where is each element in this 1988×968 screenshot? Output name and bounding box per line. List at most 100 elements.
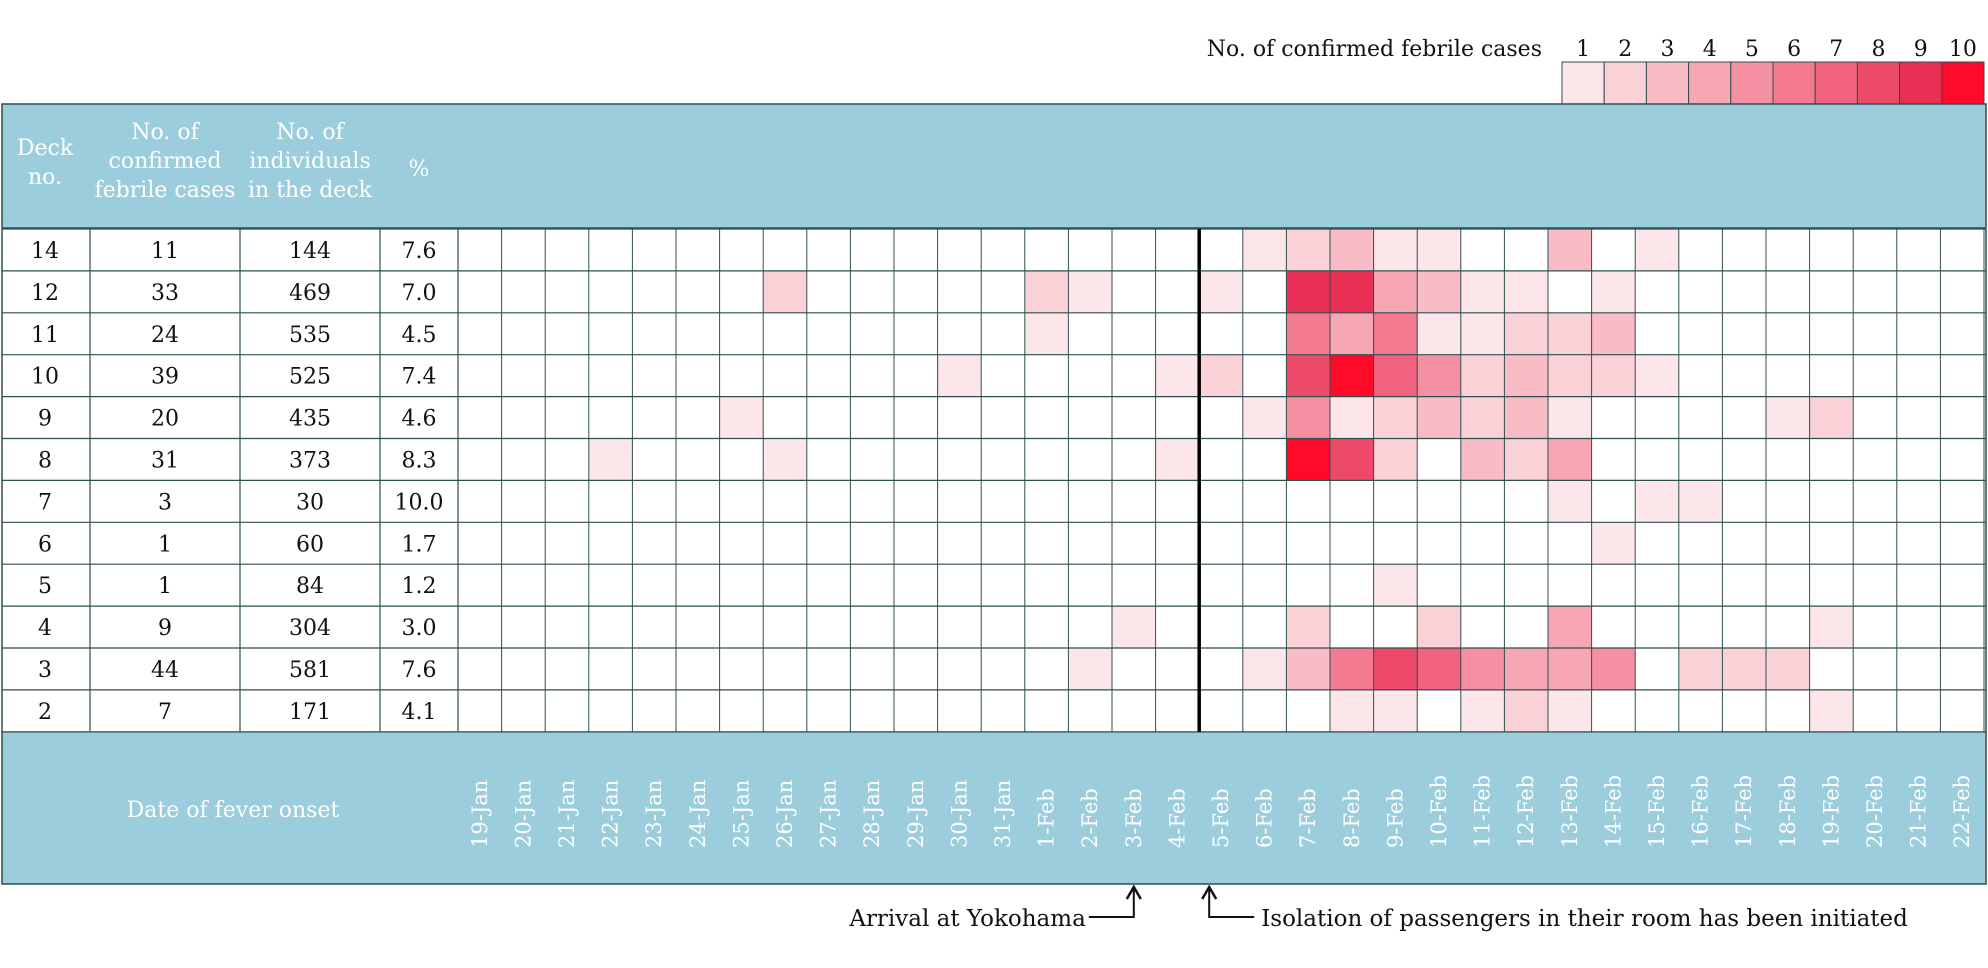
heat-cell-deck12-8-Feb — [1330, 270, 1374, 313]
row-cases-value: 9 — [158, 616, 172, 641]
date-tick-label: 31-Jan — [991, 780, 1015, 848]
date-tick-label: 13-Feb — [1558, 775, 1582, 848]
heat-cell-deck14-6-Feb — [1242, 229, 1287, 271]
heatmap-cells — [588, 229, 1854, 732]
legend-swatch — [1603, 61, 1647, 105]
heat-cell-deck3-12-Feb — [1504, 648, 1548, 690]
heat-cell-deck9-8-Feb — [1330, 396, 1374, 439]
row-deck-value: 11 — [31, 323, 59, 348]
heat-cell-deck3-7-Feb — [1286, 648, 1330, 690]
heat-cell-deck2-9-Feb — [1373, 689, 1418, 732]
heat-cell-deck10-30-Jan — [937, 354, 982, 397]
row-deck-value: 7 — [38, 490, 52, 515]
heat-cell-deck2-12-Feb — [1504, 689, 1548, 732]
legend-title: No. of confirmed febrile cases — [1207, 37, 1542, 62]
heat-cell-deck12-26-Jan — [763, 270, 807, 313]
row-cases-value: 1 — [158, 532, 172, 557]
heat-cell-deck3-6-Feb — [1242, 648, 1287, 690]
row-pct-value: 7.4 — [402, 365, 437, 390]
heat-cell-deck10-13-Feb — [1548, 354, 1592, 397]
row-individuals-value: 581 — [289, 658, 331, 683]
row-cases-value: 11 — [151, 239, 179, 264]
heat-cell-deck14-15-Feb — [1635, 229, 1679, 271]
date-tick-label: 15-Feb — [1645, 775, 1669, 848]
date-tick-label: 23-Jan — [642, 780, 666, 848]
heat-cell-deck4-13-Feb — [1548, 606, 1592, 648]
row-deck-value: 5 — [38, 574, 52, 599]
legend-swatch — [1814, 61, 1858, 105]
legend-level-label: 1 — [1576, 37, 1590, 62]
row-pct-value: 8.3 — [402, 448, 437, 473]
row-individuals-value: 304 — [289, 616, 331, 641]
heat-cell-deck8-4-Feb — [1155, 438, 1200, 481]
heat-cell-deck14-13-Feb — [1548, 229, 1592, 271]
heat-cell-deck2-8-Feb — [1330, 689, 1374, 732]
heat-cell-deck4-10-Feb — [1417, 606, 1461, 648]
heat-cell-deck9-10-Feb — [1417, 396, 1461, 439]
heat-cell-deck12-10-Feb — [1417, 270, 1461, 313]
heat-cell-deck11-7-Feb — [1286, 312, 1330, 355]
heat-cell-deck8-11-Feb — [1460, 438, 1505, 481]
heat-cell-deck11-1-Feb — [1024, 312, 1069, 355]
date-tick-label: 19-Feb — [1819, 775, 1843, 848]
date-tick-label: 3-Feb — [1122, 788, 1146, 848]
date-tick-label: 9-Feb — [1383, 788, 1407, 848]
header-cases-line: confirmed — [109, 149, 222, 174]
heat-cell-deck11-13-Feb — [1548, 312, 1592, 355]
row-individuals-value: 373 — [289, 448, 331, 473]
row-pct-value: 4.6 — [402, 407, 437, 432]
row-individuals-value: 469 — [289, 281, 331, 306]
date-tick-label: 21-Jan — [555, 780, 579, 848]
heat-cell-deck8-26-Jan — [763, 438, 807, 481]
legend-level-label: 8 — [1872, 37, 1886, 62]
heat-cell-deck14-10-Feb — [1417, 229, 1461, 271]
heat-cell-deck11-10-Feb — [1417, 312, 1461, 355]
date-tick-label: 16-Feb — [1689, 775, 1713, 848]
legend-level-label: 2 — [1618, 37, 1632, 62]
date-tick-label: 29-Jan — [904, 780, 928, 848]
legend-swatch — [1561, 61, 1605, 105]
legend-swatch — [1730, 61, 1774, 105]
row-deck-value: 3 — [38, 658, 52, 683]
date-tick-label: 22-Jan — [599, 780, 623, 848]
date-tick-label: 30-Jan — [947, 780, 971, 848]
heat-cell-deck6-14-Feb — [1591, 522, 1636, 565]
heat-cell-deck3-8-Feb — [1330, 648, 1374, 690]
row-pct-value: 1.7 — [402, 532, 437, 557]
heat-cell-deck8-12-Feb — [1504, 438, 1548, 481]
heat-cell-deck3-2-Feb — [1068, 648, 1112, 690]
heat-cell-deck10-12-Feb — [1504, 354, 1548, 397]
row-cases-value: 7 — [158, 700, 172, 725]
heat-cell-deck4-3-Feb — [1112, 606, 1156, 648]
heat-cell-deck8-7-Feb — [1286, 438, 1330, 481]
heat-cell-deck10-14-Feb — [1591, 354, 1636, 397]
footer-band-bg — [1, 731, 1987, 885]
row-pct-value: 1.2 — [402, 574, 437, 599]
legend-swatch — [1688, 61, 1732, 105]
row-cases-value: 20 — [151, 407, 179, 432]
date-tick-label: 22-Feb — [1950, 775, 1974, 848]
footer-band — [1, 731, 1987, 885]
header-individuals-line: No. of — [276, 120, 345, 145]
heat-cell-deck11-11-Feb — [1460, 312, 1505, 355]
row-cases-value: 1 — [158, 574, 172, 599]
heat-cell-deck4-19-Feb — [1809, 606, 1854, 648]
row-cases-value: 31 — [151, 448, 179, 473]
heat-cell-deck8-22-Jan — [588, 438, 633, 481]
date-tick-label: 26-Jan — [773, 780, 797, 848]
date-tick-label: 20-Jan — [511, 780, 535, 848]
heat-cell-deck12-2-Feb — [1068, 270, 1112, 313]
heat-cell-deck12-1-Feb — [1024, 270, 1069, 313]
legend-level-label: 4 — [1703, 37, 1717, 62]
heat-cell-deck3-14-Feb — [1591, 648, 1636, 690]
row-deck-value: 4 — [38, 616, 52, 641]
date-tick-label: 18-Feb — [1776, 775, 1800, 848]
heat-cell-deck7-15-Feb — [1635, 480, 1679, 523]
date-tick-label: 20-Feb — [1863, 775, 1887, 848]
heat-cell-deck10-10-Feb — [1417, 354, 1461, 397]
row-pct-value: 3.0 — [402, 616, 437, 641]
row-individuals-value: 525 — [289, 365, 331, 390]
date-tick-label: 25-Jan — [729, 780, 753, 848]
heat-cell-deck11-9-Feb — [1373, 312, 1418, 355]
heat-cell-deck12-9-Feb — [1373, 270, 1418, 313]
